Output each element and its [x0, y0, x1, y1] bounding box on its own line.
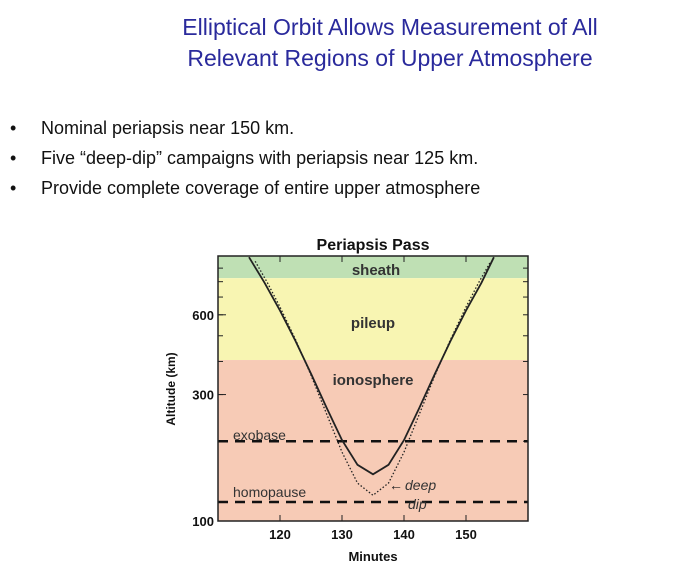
bullet-dot: • — [10, 118, 17, 138]
y-tick-label: 600 — [192, 308, 214, 323]
series-deep-dip — [254, 260, 492, 497]
x-tick-label: 140 — [393, 527, 415, 542]
title-line-1: Elliptical Orbit Allows Measurement of A… — [182, 14, 598, 40]
bullet-text: Nominal periapsis near 150 km. — [41, 118, 295, 138]
bullet-list: • Nominal periapsis near 150 km. • Five “d… — [10, 113, 480, 203]
plot-frame — [217, 255, 529, 522]
x-tick-label: 120 — [269, 527, 291, 542]
bullet-item: • Five “deep-dip” campaigns with periapsi… — [10, 143, 480, 173]
deep-dip-label: deep — [405, 477, 436, 493]
region-label-ionosphere: ionosphere — [333, 372, 414, 389]
chart-title: Periapsis Pass — [317, 237, 430, 254]
exobase-label: exobase — [233, 427, 286, 443]
x-tick-label: 130 — [331, 527, 353, 542]
y-tick-label: 300 — [192, 388, 214, 403]
bullet-dot: • — [10, 148, 17, 168]
region-label-pileup: pileup — [351, 315, 395, 332]
y-tick-label: 100 — [192, 514, 214, 529]
bullet-item: • Provide complete coverage of entire upp… — [10, 173, 480, 203]
x-tick-label: 150 — [455, 527, 477, 542]
x-axis-label: Minutes — [348, 549, 397, 564]
deep-dip-arrow-icon: ← — [389, 477, 403, 493]
series-nominal — [248, 256, 495, 476]
bullet-text: Five “deep-dip” campaigns with periapsis… — [41, 148, 479, 168]
bullet-text: Provide complete coverage of entire uppe… — [41, 178, 481, 198]
slide-title: Elliptical Orbit Allows Measurement of A… — [0, 12, 700, 74]
bullet-dot: • — [10, 178, 17, 198]
title-line-2: Relevant Regions of Upper Atmosphere — [187, 45, 593, 71]
region-label-sheath: sheath — [352, 262, 400, 279]
region-sheath — [218, 256, 528, 279]
deep-dip-label-2: dip — [408, 496, 427, 512]
y-axis-label: Altitude (km) — [164, 352, 178, 425]
bullet-item: • Nominal periapsis near 150 km. — [10, 113, 480, 143]
homopause-label: homopause — [233, 484, 306, 500]
